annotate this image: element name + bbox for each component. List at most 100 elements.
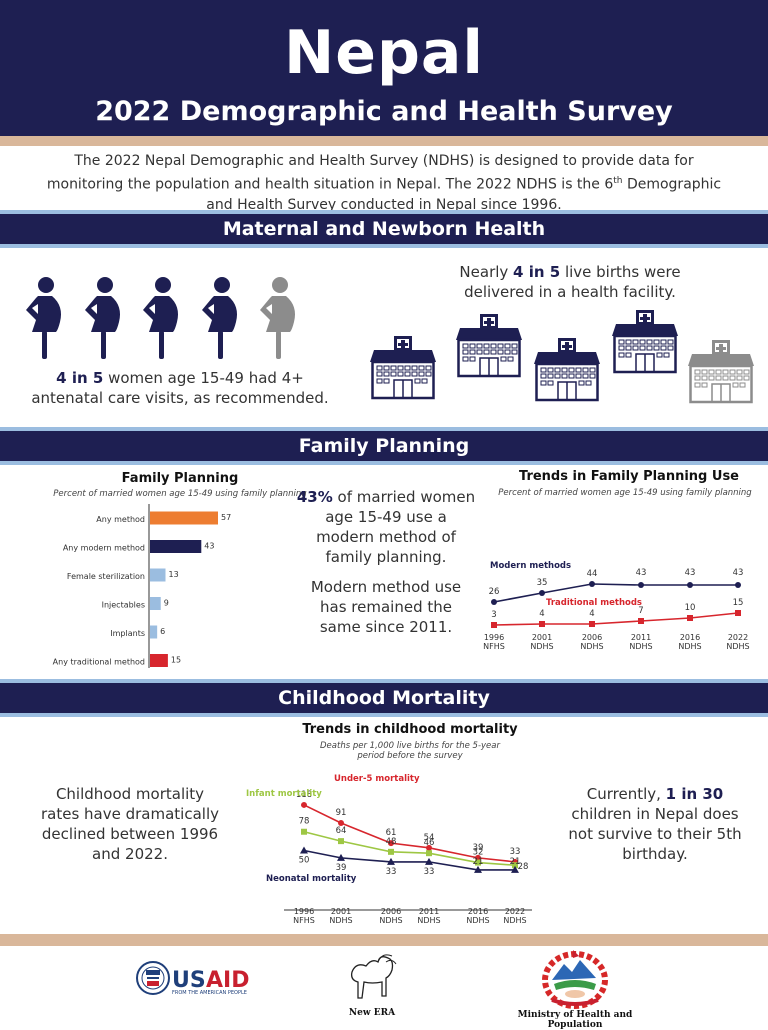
data-point [735, 610, 741, 616]
data-label: 33 [424, 867, 435, 877]
legend-label: Traditional methods [546, 598, 642, 608]
hospital-icon [370, 336, 436, 400]
usaid-seal-icon: US AID [136, 961, 249, 995]
data-point [735, 582, 741, 588]
data-point [474, 865, 482, 873]
legend-label: Infant mortality [246, 789, 322, 799]
new-era-caption: New ERA [348, 1008, 396, 1018]
data-label: 4 [539, 609, 544, 619]
data-label: 39 [473, 843, 484, 853]
x-tick-label: NDHS [379, 916, 402, 925]
data-point [475, 854, 481, 861]
pregnant-woman-icon [201, 277, 237, 359]
usaid-logo: US AID FROM THE AMERICAN PEOPLE [135, 958, 255, 1002]
fp-bar-chart: Any method 57 Any modern method 43 Female st… [53, 504, 231, 668]
data-label: 48 [386, 837, 397, 847]
data-point [491, 599, 497, 605]
data-point [491, 622, 497, 628]
new-era-logo: New ERA [342, 948, 402, 1018]
fp-bar-title: Family Planning [121, 471, 239, 486]
data-point [512, 862, 518, 869]
data-label: 28 [518, 862, 529, 872]
data-label: 43 [636, 568, 647, 578]
data-point [337, 853, 345, 861]
fp-bar-subtitle: Percent of married women age 15-49 using… [53, 489, 307, 499]
section-header-maternal: Maternal and Newborn Health [0, 210, 768, 248]
fp-bar-value-label: 15 [171, 656, 181, 665]
data-label: 39 [336, 863, 347, 873]
data-point [301, 828, 307, 835]
legend-label: Neonatal mortality [266, 874, 357, 884]
data-label: 64 [336, 826, 347, 836]
data-point [338, 838, 344, 845]
data-label: 44 [587, 569, 598, 579]
fp-bar-value-label: 9 [164, 599, 169, 608]
hospital-icon [688, 340, 754, 404]
x-tick-label: 2006 [381, 907, 401, 916]
data-point [301, 801, 307, 808]
x-tick-label: 2006 [582, 633, 602, 642]
data-label: 50 [299, 856, 310, 866]
x-tick-label: NDHS [417, 916, 440, 925]
data-point [388, 848, 394, 855]
pregnant-woman-icon [260, 277, 295, 359]
fp-stat-2: Modern method use has remained the same … [310, 578, 462, 636]
x-tick-label: 1996 [294, 907, 314, 916]
data-point [539, 621, 545, 627]
fp-stat-1: 43% of married women age 15-49 use a mod… [296, 488, 476, 566]
hospital-icon [456, 314, 522, 378]
x-tick-label: 2016 [468, 907, 488, 916]
fp-bar-category-label: Any method [96, 515, 145, 524]
x-tick-label: 2001 [331, 907, 351, 916]
data-label: 7 [638, 606, 643, 616]
page-header: Nepal 2022 Demographic and Health Survey [0, 0, 768, 136]
x-tick-label: NFHS [293, 916, 315, 925]
x-tick-label: 2001 [532, 633, 552, 642]
data-label: 91 [336, 808, 347, 818]
x-tick-label: NDHS [530, 642, 553, 651]
snow-lion-icon [350, 954, 397, 999]
series-line [303, 804, 516, 863]
x-tick-label: 2022 [505, 907, 525, 916]
fp-bar-value-label: 43 [204, 542, 214, 551]
fp-bar [150, 511, 218, 525]
data-point [426, 850, 432, 857]
x-tick-label: NDHS [726, 642, 749, 651]
series-line [493, 612, 739, 626]
data-label: 61 [386, 828, 397, 838]
x-tick-label: NDHS [503, 916, 526, 925]
anc-icon-row [22, 276, 342, 360]
fp-bar-category-label: Implants [110, 629, 145, 638]
section-header-childhood-mortality: Childhood Mortality [0, 679, 768, 717]
data-label: 78 [299, 817, 310, 827]
anc-stat: 4 in 5 women age 15-49 had 4+ antenatal … [31, 369, 329, 407]
pregnant-woman-icon [26, 277, 61, 359]
x-tick-label: NDHS [629, 642, 652, 651]
x-tick-label: NDHS [580, 642, 603, 651]
data-point [687, 582, 693, 588]
fp-bar [150, 597, 161, 610]
fp-bar [150, 540, 202, 553]
x-tick-label: NDHS [466, 916, 489, 925]
data-label: 10 [685, 603, 696, 613]
nepal-emblem-icon [542, 950, 608, 1009]
data-point [475, 859, 481, 866]
data-label: 33 [386, 867, 397, 877]
fp-bar-value-label: 57 [221, 513, 231, 522]
fp-bar [150, 654, 168, 667]
childhood-right-stat: Currently, 1 in 30 children in Nepal doe… [568, 785, 742, 863]
data-label: 35 [537, 578, 548, 588]
data-label: 33 [510, 847, 521, 857]
data-point [638, 582, 644, 588]
data-point [638, 618, 644, 624]
fp-trend-title: Trends in Family Planning Use [519, 469, 739, 484]
fp-bar-category-label: Any modern method [63, 544, 145, 553]
x-tick-label: NDHS [678, 642, 701, 651]
x-tick-label: NDHS [329, 916, 352, 925]
data-point [589, 581, 595, 587]
intro-text: The 2022 Nepal Demographic and Health Su… [46, 153, 722, 213]
page-title: Nepal [284, 18, 484, 88]
x-tick-label: 2011 [631, 633, 651, 642]
data-point [539, 590, 545, 596]
x-tick-label: NFHS [483, 642, 505, 651]
